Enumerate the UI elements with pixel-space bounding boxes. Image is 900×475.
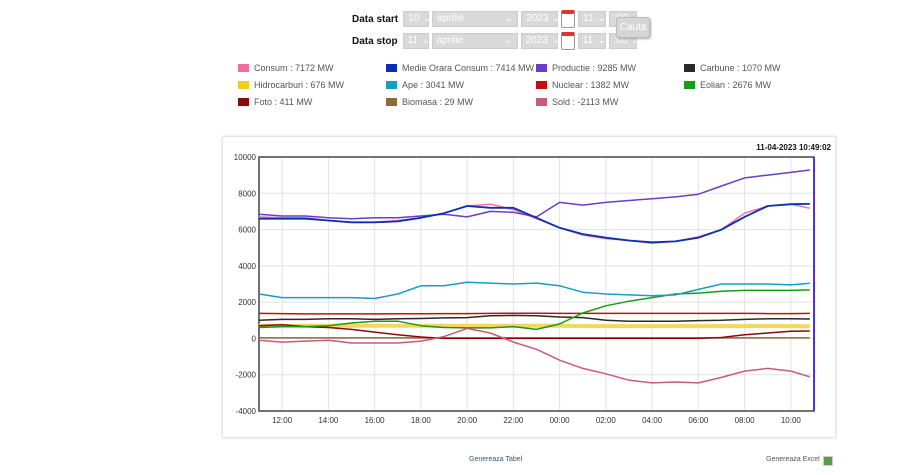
y-tick-label: 4000 <box>238 262 256 271</box>
legend-label: Medie Orara Consum : 7414 MW <box>402 63 535 73</box>
legend-item[interactable]: Eolian : 2676 MW <box>684 79 804 91</box>
calendar-icon[interactable] <box>560 32 575 50</box>
legend-label: Ape : 3041 MW <box>402 80 465 90</box>
legend-swatch <box>536 98 547 106</box>
series-line-ape <box>258 281 810 300</box>
legend-swatch <box>238 64 249 72</box>
x-tick-label: 12:00 <box>272 416 293 425</box>
y-tick-label: 10000 <box>234 153 257 162</box>
x-tick-label: 18:00 <box>411 416 432 425</box>
x-tick-label: 02:00 <box>596 416 617 425</box>
x-tick-label: 06:00 <box>688 416 709 425</box>
search-button[interactable]: Cauta <box>616 17 650 38</box>
stop-month-select[interactable]: aprilie ⌄ <box>431 33 518 49</box>
start-day-select[interactable]: 10 ⌄ <box>403 11 432 27</box>
legend-swatch <box>684 64 695 72</box>
legend-item[interactable]: Productie : 9285 MW <box>536 62 684 74</box>
stop-day-select[interactable]: 11 ⌄ <box>402 33 430 49</box>
legend-swatch <box>386 64 397 72</box>
series-line-sold <box>258 327 811 384</box>
legend-swatch <box>238 98 249 106</box>
x-tick-label: 08:00 <box>735 416 756 425</box>
legend-swatch <box>238 81 249 89</box>
stop-label: Data stop <box>352 35 398 47</box>
series-line-hidrocarburi <box>259 323 810 329</box>
legend-item[interactable]: Sold : -2113 MW <box>536 96 684 108</box>
legend-item[interactable]: Foto : 411 MW <box>238 96 386 108</box>
start-month-select[interactable]: aprilie ⌄ <box>432 11 519 27</box>
legend-swatch <box>536 64 547 72</box>
series-line-foto <box>258 324 810 340</box>
legend-item[interactable]: Hidrocarburi : 676 MW <box>238 79 386 91</box>
series-line-nuclear <box>258 312 810 315</box>
line-chart: 10000 8000 6000 4000 2000 0 -2000 -4000 12:00 14:… <box>234 143 832 425</box>
stop-date-row: Data stop 11 ⌄ aprilie ⌄ 2023 ⌄ 11 ⌄ :00 ⌄ <box>352 32 640 50</box>
x-tick-label: 14:00 <box>318 416 339 425</box>
legend-label: Sold : -2113 MW <box>552 97 619 107</box>
legend-item[interactable]: Ape : 3041 MW <box>386 79 536 91</box>
legend-item[interactable]: Carbune : 1070 MW <box>684 62 804 74</box>
legend-item[interactable]: Nuclear : 1382 MW <box>536 79 684 91</box>
start-date-row: Data start 10⌄ aprilie⌄ 2023⌄ 11⌄ :00⌄ <box>352 10 640 28</box>
legend-item[interactable]: Medie Orara Consum : 7414 MW <box>386 62 536 74</box>
x-tick-label: 22:00 <box>503 416 524 425</box>
series-line-eolian <box>258 289 810 331</box>
timestamp: 11-04-2023 10:49:02 <box>756 143 831 152</box>
series-line-consum <box>258 203 810 244</box>
legend-label: Productie : 9285 MW <box>552 63 637 73</box>
legend-label: Consum : 7172 MW <box>254 63 334 73</box>
start-label: Data start <box>352 13 399 25</box>
stop-year-select[interactable]: 2023 ⌄ <box>520 33 560 49</box>
series-line-medie-orara-consum <box>259 203 810 244</box>
legend-label: Carbune : 1070 MW <box>700 63 781 73</box>
generate-excel-link[interactable]: Genereaza Excel <box>766 456 820 463</box>
legend-swatch <box>684 81 695 89</box>
x-tick-label: 04:00 <box>642 416 663 425</box>
start-hour-select[interactable]: 11 ⌄ <box>578 11 607 27</box>
legend-swatch <box>536 81 547 89</box>
x-tick-label: 20:00 <box>457 416 478 425</box>
y-tick-label: -2000 <box>236 371 257 380</box>
legend: Consum : 7172 MW Medie Orara Consum : 741… <box>238 62 804 108</box>
y-tick-label: 8000 <box>238 189 256 198</box>
y-tick-label: 0 <box>252 334 257 343</box>
legend-label: Eolian : 2676 MW <box>700 80 772 90</box>
chart-container: 10000 8000 6000 4000 2000 0 -2000 -4000 12:00 14:… <box>222 136 836 438</box>
x-tick-label: 16:00 <box>365 416 386 425</box>
series-line-carbune <box>258 314 810 322</box>
series-line-productie <box>258 169 810 220</box>
x-tick-label: 10:00 <box>781 416 802 425</box>
x-tick-label: 00:00 <box>550 416 571 425</box>
legend-item[interactable]: Biomasa : 29 MW <box>386 96 536 108</box>
legend-label: Nuclear : 1382 MW <box>552 80 630 90</box>
stop-hour-select[interactable]: 11 ⌄ <box>577 33 606 49</box>
legend-swatch <box>386 98 397 106</box>
legend-swatch <box>386 81 397 89</box>
legend-item[interactable]: Consum : 7172 MW <box>238 62 386 74</box>
generate-table-link[interactable]: Genereaza Tabel <box>469 456 523 463</box>
calendar-icon[interactable] <box>561 10 576 28</box>
excel-icon[interactable] <box>823 456 833 466</box>
legend-label: Foto : 411 MW <box>254 97 313 107</box>
legend-label: Biomasa : 29 MW <box>402 97 474 107</box>
start-year-select[interactable]: 2023 ⌄ <box>521 11 561 27</box>
y-tick-label: 6000 <box>238 226 256 235</box>
y-tick-label: 2000 <box>238 298 256 307</box>
legend-label: Hidrocarburi : 676 MW <box>254 80 345 90</box>
y-tick-label: -4000 <box>236 407 257 416</box>
